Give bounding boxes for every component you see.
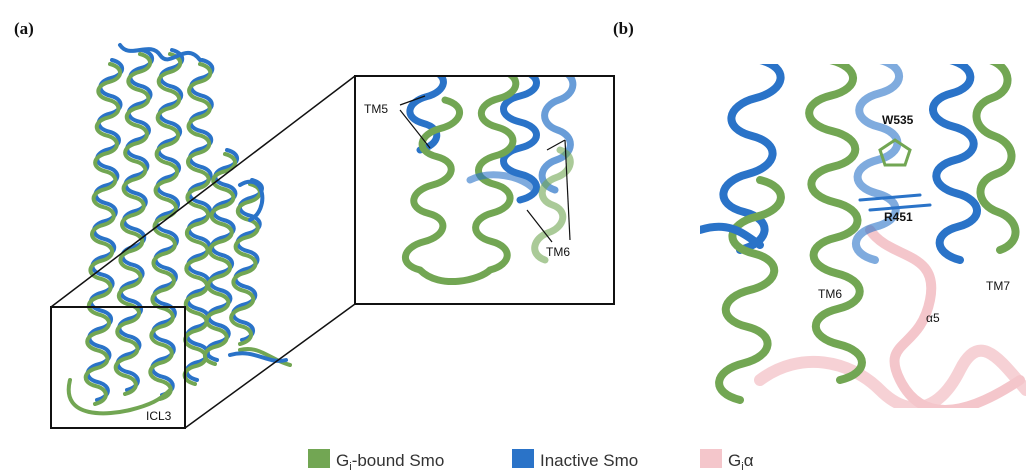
ribbon	[809, 60, 862, 380]
legend-swatch	[700, 449, 722, 468]
ribbon	[420, 270, 490, 282]
ribbon	[120, 45, 200, 60]
annotation: TM5	[364, 102, 388, 116]
panel-b-structure	[700, 60, 1026, 410]
annotation: α5	[926, 311, 940, 325]
legend-swatch	[308, 449, 330, 468]
annotation: TM6	[818, 287, 842, 301]
annotation: W535	[882, 113, 914, 127]
panel-label: (b)	[613, 19, 634, 38]
annotation: R451	[884, 210, 913, 224]
legend-label: Gi-bound Smo	[336, 451, 444, 473]
legend-label: Inactive Smo	[540, 451, 638, 470]
legend-text: α	[744, 451, 754, 470]
legend-text: -bound Smo	[352, 451, 445, 470]
legend-text: G	[728, 451, 741, 470]
legend-swatch	[512, 449, 534, 468]
ribbon	[933, 60, 977, 260]
legend: Gi-bound Smo Inactive Smo Giα	[308, 449, 754, 473]
ribbon	[976, 60, 1015, 250]
figure: (a) (b) TM5 TM6 ICL3 W535 R451 TM6 TM7 α…	[0, 0, 1026, 474]
ribbon	[856, 60, 899, 260]
annotation: ICL3	[146, 409, 172, 423]
legend-label: Giα	[728, 451, 754, 473]
annotation: TM7	[986, 279, 1010, 293]
panel-a-structure	[69, 45, 290, 413]
panel-label: (a)	[14, 19, 34, 38]
annotation: TM6	[546, 245, 570, 259]
ribbon	[535, 150, 571, 260]
legend-text: G	[336, 451, 349, 470]
legend-text: Inactive Smo	[540, 451, 638, 470]
